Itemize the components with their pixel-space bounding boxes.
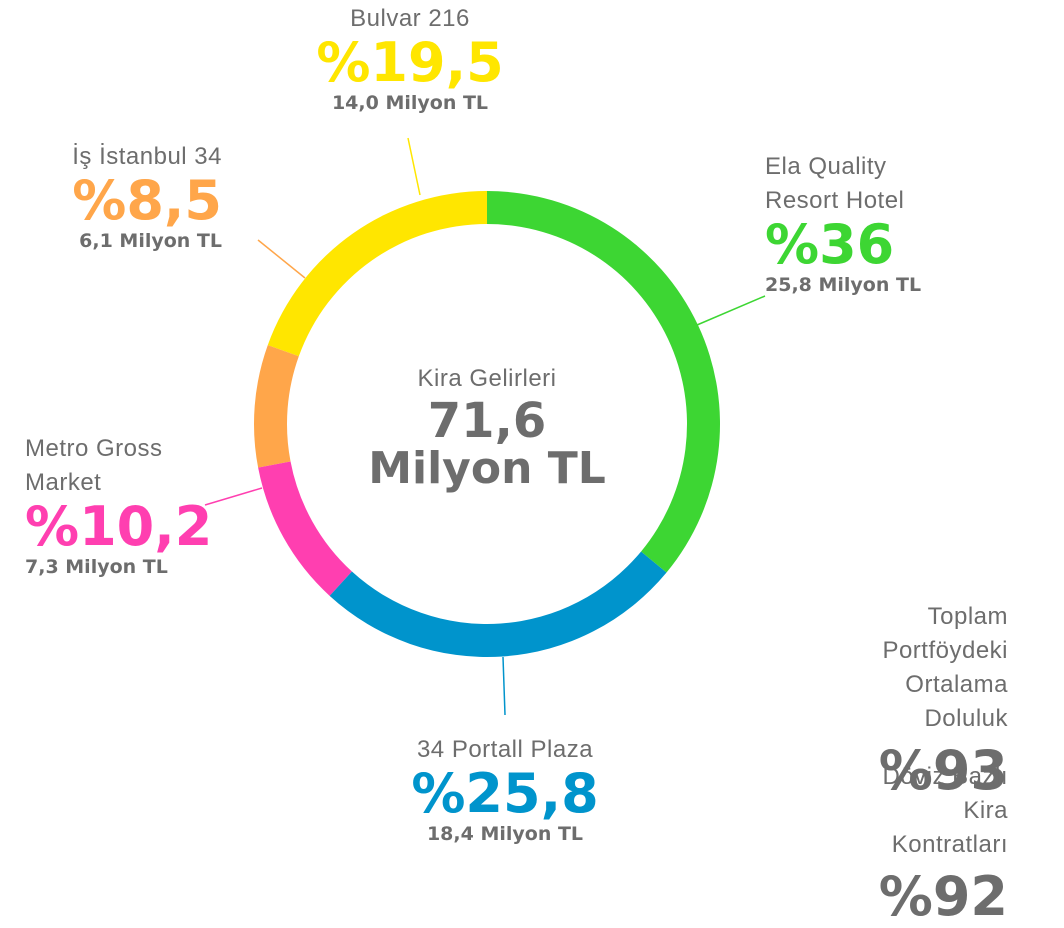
center-unit: Milyon TL — [368, 443, 606, 494]
donut-segment — [254, 345, 299, 468]
center-value: 71,6 — [427, 393, 547, 449]
stat-value: %93 — [878, 739, 1008, 802]
leader-line — [204, 487, 263, 506]
leader-line — [502, 656, 506, 716]
label-block: İş İstanbul 34 %8,5 6,1 Milyon TL — [22, 140, 222, 254]
amount-label: 7,3 Milyon TL — [25, 556, 168, 578]
center-title: Kira Gelirleri — [417, 365, 557, 392]
value-label: %25,8 — [411, 762, 599, 825]
leader-line — [257, 239, 306, 279]
category-label: Bulvar 216 — [350, 5, 470, 32]
center-label: Kira Gelirleri 71,6 Milyon TL — [337, 362, 637, 492]
value-label: %19,5 — [316, 31, 504, 94]
amount-label: 25,8 Milyon TL — [765, 274, 922, 296]
amount-label: 18,4 Milyon TL — [426, 823, 584, 845]
category-label: Metro Gross Market — [25, 435, 163, 496]
page: Ela Quality Resort Hotel %36 25,8 Milyon… — [22, 2, 1008, 924]
stat-block: Döviz Bazlı Kira Kontratları %92 — [708, 760, 1008, 924]
leader-line — [696, 295, 766, 326]
amount-label: 6,1 Milyon TL — [79, 230, 222, 252]
leader-lines — [204, 137, 766, 716]
label-block: Bulvar 216 %19,5 14,0 Milyon TL — [260, 2, 560, 116]
stat-value: %92 — [878, 865, 1008, 928]
label-block: Metro Gross Market %10,2 7,3 Milyon TL — [25, 432, 213, 580]
stat-block: Toplam Portföydeki Ortalama Doluluk %93 — [708, 600, 1008, 798]
value-label: %10,2 — [25, 495, 213, 558]
donut-segment — [487, 191, 720, 573]
value-label: %36 — [765, 213, 895, 276]
category-label: İş İstanbul 34 — [72, 143, 222, 170]
category-label: 34 Portall Plaza — [416, 736, 594, 763]
donut-segment — [267, 190, 487, 357]
label-block: 34 Portall Plaza %25,8 18,4 Milyon TL — [355, 733, 655, 847]
category-label: Ela Quality Resort Hotel — [765, 153, 905, 214]
leader-line — [407, 137, 421, 196]
label-block: Ela Quality Resort Hotel %36 25,8 Milyon… — [765, 150, 925, 298]
stat-label: Toplam Portföydeki Ortalama Doluluk — [882, 603, 1008, 732]
donut-segment — [329, 551, 667, 657]
donut-segment — [258, 461, 352, 596]
amount-label: 14,0 Milyon TL — [331, 92, 489, 114]
value-label: %8,5 — [72, 169, 222, 232]
chart — [204, 137, 766, 716]
stat-label: Döviz Bazlı Kira Kontratları — [882, 763, 1008, 858]
